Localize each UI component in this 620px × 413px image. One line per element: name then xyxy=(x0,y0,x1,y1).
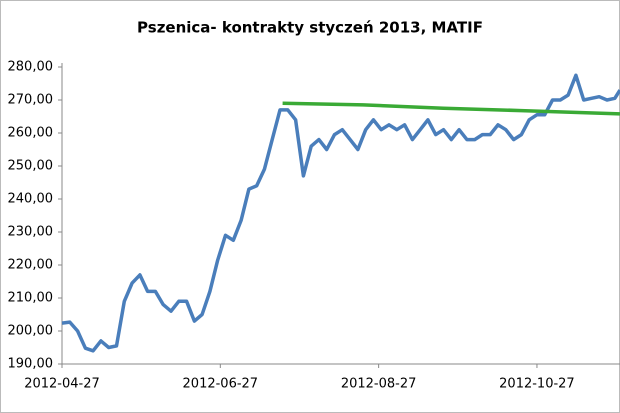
y-tick-label: 280,00 xyxy=(8,60,54,75)
y-tick-label: 240,00 xyxy=(8,192,54,207)
line-series xyxy=(61,73,620,353)
y-tick-label: 260,00 xyxy=(8,126,54,141)
x-tick-label: 2012-10-27 xyxy=(499,377,575,392)
x-tick-label: 2012-06-27 xyxy=(183,377,259,392)
x-tick-label: 2012-04-27 xyxy=(24,377,100,392)
line-series xyxy=(282,101,620,116)
y-tick-label: 230,00 xyxy=(8,225,54,240)
y-tick-label: 210,00 xyxy=(8,291,54,306)
y-tick-label: 250,00 xyxy=(8,159,54,174)
y-tick-label: 270,00 xyxy=(8,93,54,108)
x-tick-label: 2012-08-27 xyxy=(341,377,417,392)
y-tick-label: 200,00 xyxy=(8,324,54,339)
y-tick-label: 220,00 xyxy=(8,258,54,273)
chart-title: Pszenica- kontrakty styczeń 2013, MATIF xyxy=(137,19,483,37)
y-tick-label: 190,00 xyxy=(8,357,54,372)
